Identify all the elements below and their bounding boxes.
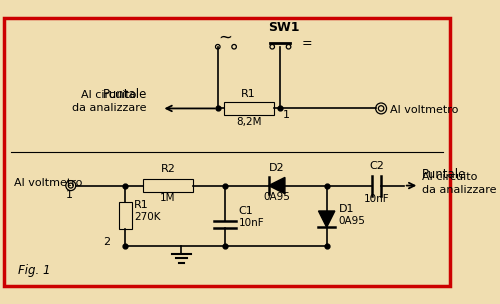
Text: Al circuito
da analizzare: Al circuito da analizzare bbox=[422, 172, 496, 195]
Polygon shape bbox=[318, 211, 335, 227]
Text: R2: R2 bbox=[160, 164, 176, 174]
Text: 0A95: 0A95 bbox=[338, 216, 365, 226]
Text: C2: C2 bbox=[369, 161, 384, 171]
Bar bbox=[224, 102, 274, 115]
Polygon shape bbox=[268, 178, 285, 194]
Text: Puntale: Puntale bbox=[103, 88, 148, 101]
Text: Puntale: Puntale bbox=[422, 168, 467, 181]
Bar bbox=[143, 179, 193, 192]
Text: Fig. 1: Fig. 1 bbox=[18, 264, 50, 277]
Text: 1M: 1M bbox=[160, 193, 176, 203]
Text: 8,2M: 8,2M bbox=[236, 117, 262, 127]
Text: 1: 1 bbox=[283, 109, 290, 119]
Text: SW1: SW1 bbox=[268, 21, 299, 34]
Text: R1: R1 bbox=[134, 200, 149, 210]
Text: 0A95: 0A95 bbox=[264, 192, 290, 202]
Text: ~: ~ bbox=[218, 29, 232, 47]
Text: 270K: 270K bbox=[134, 212, 161, 222]
Text: 10nF: 10nF bbox=[238, 218, 264, 228]
Text: 2: 2 bbox=[104, 237, 110, 247]
Text: 1: 1 bbox=[66, 190, 73, 200]
Text: Al voltmetro: Al voltmetro bbox=[14, 178, 82, 188]
Bar bbox=[119, 202, 132, 229]
Text: C1: C1 bbox=[238, 206, 254, 216]
Text: Al circuito
da analizzare: Al circuito da analizzare bbox=[72, 90, 146, 113]
Text: D2: D2 bbox=[269, 163, 284, 173]
Text: Al voltmetro: Al voltmetro bbox=[390, 105, 458, 115]
Text: D1: D1 bbox=[338, 204, 354, 214]
Text: =: = bbox=[302, 36, 312, 50]
Text: 10nF: 10nF bbox=[364, 194, 390, 204]
Text: R1: R1 bbox=[242, 89, 256, 99]
